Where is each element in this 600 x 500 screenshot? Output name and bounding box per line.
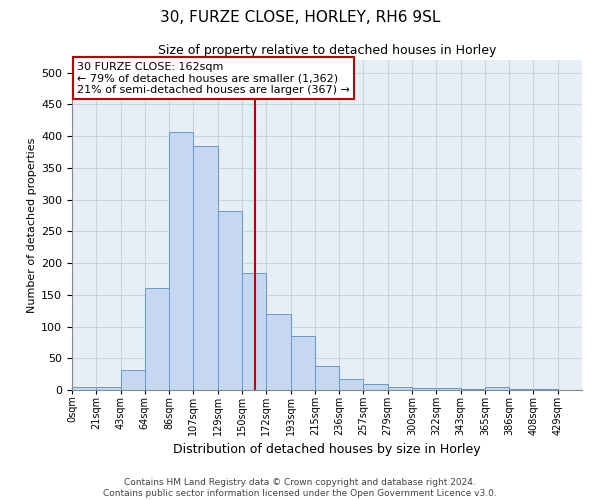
Bar — [72, 388, 96, 390]
Bar — [145, 288, 169, 390]
Bar — [436, 388, 461, 390]
Title: Size of property relative to detached houses in Horley: Size of property relative to detached ho… — [158, 44, 496, 58]
Bar — [266, 314, 290, 390]
Text: 30 FURZE CLOSE: 162sqm
← 79% of detached houses are smaller (1,362)
21% of semi-: 30 FURZE CLOSE: 162sqm ← 79% of detached… — [77, 62, 350, 95]
Text: Contains HM Land Registry data © Crown copyright and database right 2024.
Contai: Contains HM Land Registry data © Crown c… — [103, 478, 497, 498]
Bar — [412, 388, 436, 390]
Bar — [364, 384, 388, 390]
Bar — [218, 211, 242, 390]
Bar — [169, 132, 193, 390]
Text: 30, FURZE CLOSE, HORLEY, RH6 9SL: 30, FURZE CLOSE, HORLEY, RH6 9SL — [160, 10, 440, 25]
Bar — [242, 272, 266, 390]
Y-axis label: Number of detached properties: Number of detached properties — [27, 138, 37, 312]
Bar — [290, 336, 315, 390]
Bar — [388, 387, 412, 390]
Bar — [339, 379, 364, 390]
Bar — [193, 146, 218, 390]
Bar — [315, 366, 339, 390]
Bar — [121, 370, 145, 390]
X-axis label: Distribution of detached houses by size in Horley: Distribution of detached houses by size … — [173, 444, 481, 456]
Bar — [96, 388, 121, 390]
Bar — [485, 388, 509, 390]
